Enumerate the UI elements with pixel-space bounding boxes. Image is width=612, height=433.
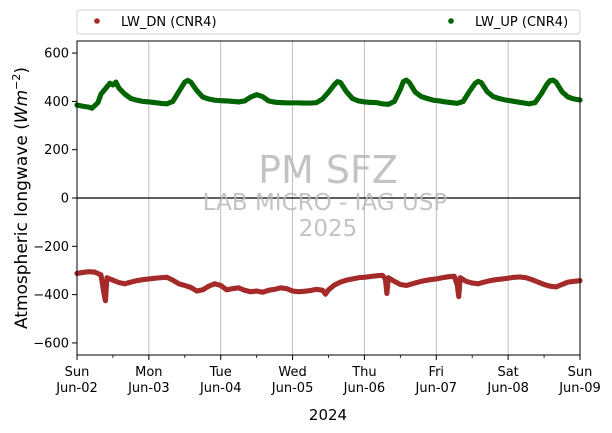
- watermark-line-1: PM SFZ: [258, 148, 398, 192]
- x-tick-date: Jun-07: [415, 381, 458, 396]
- x-tick-date: Jun-06: [343, 381, 386, 396]
- y-axis-label: Atmospheric longwave (Wm−2): [10, 67, 32, 329]
- legend-marker-lw-dn: [94, 18, 100, 24]
- x-tick-date: Jun-05: [271, 381, 314, 396]
- x-tick-date: Jun-04: [199, 381, 242, 396]
- data-series: [74, 77, 583, 304]
- x-tick-day: Tue: [209, 365, 232, 380]
- y-tick-label: −600: [33, 336, 69, 351]
- y-tick-label: −400: [33, 288, 69, 303]
- legend: LW_DN (CNR4) LW_UP (CNR4): [76, 9, 581, 35]
- y-tick-label: 600: [44, 47, 69, 62]
- y-tick-label: 200: [44, 143, 69, 158]
- x-tick-day: Mon: [135, 365, 162, 380]
- y-tick-label: 0: [61, 192, 69, 207]
- series-lw-dn: [74, 269, 583, 304]
- legend-frame: [76, 9, 581, 35]
- x-tick-date: Jun-09: [558, 381, 601, 396]
- y-tick-label: −200: [33, 240, 69, 255]
- plot-area: PM SFZ LAB MICRO - IAG USP 2025: [74, 40, 583, 356]
- y-axis-label-unit-exp: −2: [10, 74, 23, 90]
- x-tick-day: Thu: [351, 365, 376, 380]
- legend-marker-lw-up: [448, 18, 454, 24]
- x-axis: SunJun-02MonJun-03TueJun-04WedJun-05ThuJ…: [55, 355, 601, 396]
- watermark-line-3: 2025: [299, 216, 358, 242]
- x-tick-day: Sun: [568, 365, 593, 380]
- legend-label-lw-up: LW_UP (CNR4): [475, 15, 568, 30]
- x-tick-date: Jun-02: [55, 381, 98, 396]
- x-tick-day: Fri: [429, 365, 445, 380]
- watermark-line-2: LAB MICRO - IAG USP: [203, 190, 448, 216]
- x-tick-date: Jun-08: [486, 381, 529, 396]
- y-axis-label-unit-sub: m: [12, 90, 32, 107]
- y-axis: −600 −400 −200 0 200 400 600: [33, 47, 77, 351]
- x-axis-label: 2024: [309, 406, 347, 424]
- x-tick-day: Sat: [497, 365, 518, 380]
- y-axis-label-unit-base: W: [12, 105, 32, 123]
- y-axis-label-suffix: ): [12, 67, 32, 74]
- y-tick-label: 400: [44, 95, 69, 110]
- x-tick-day: Wed: [278, 365, 306, 380]
- legend-label-lw-dn: LW_DN (CNR4): [121, 15, 217, 30]
- y-axis-label-prefix: Atmospheric longwave (: [12, 123, 32, 329]
- x-tick-day: Sun: [65, 365, 90, 380]
- watermark: PM SFZ LAB MICRO - IAG USP 2025: [203, 148, 448, 242]
- x-tick-date: Jun-03: [127, 381, 170, 396]
